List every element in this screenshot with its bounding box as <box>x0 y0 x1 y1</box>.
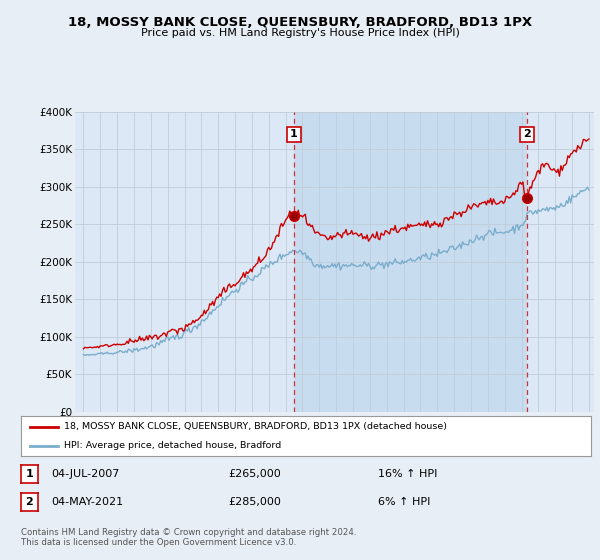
Text: £265,000: £265,000 <box>228 469 281 479</box>
Text: 04-MAY-2021: 04-MAY-2021 <box>51 497 123 507</box>
Text: £285,000: £285,000 <box>228 497 281 507</box>
Text: HPI: Average price, detached house, Bradford: HPI: Average price, detached house, Brad… <box>64 441 281 450</box>
Text: 04-JUL-2007: 04-JUL-2007 <box>51 469 119 479</box>
Text: 16% ↑ HPI: 16% ↑ HPI <box>378 469 437 479</box>
Bar <box>294 112 527 412</box>
Text: 18, MOSSY BANK CLOSE, QUEENSBURY, BRADFORD, BD13 1PX (detached house): 18, MOSSY BANK CLOSE, QUEENSBURY, BRADFO… <box>64 422 447 431</box>
Text: Contains HM Land Registry data © Crown copyright and database right 2024.: Contains HM Land Registry data © Crown c… <box>21 528 356 537</box>
Text: 2: 2 <box>26 497 33 507</box>
Text: This data is licensed under the Open Government Licence v3.0.: This data is licensed under the Open Gov… <box>21 538 296 547</box>
Text: 1: 1 <box>26 469 33 479</box>
Text: 6% ↑ HPI: 6% ↑ HPI <box>378 497 430 507</box>
Text: Price paid vs. HM Land Registry's House Price Index (HPI): Price paid vs. HM Land Registry's House … <box>140 28 460 38</box>
Text: 1: 1 <box>290 129 298 139</box>
Text: 18, MOSSY BANK CLOSE, QUEENSBURY, BRADFORD, BD13 1PX: 18, MOSSY BANK CLOSE, QUEENSBURY, BRADFO… <box>68 16 532 29</box>
Text: 2: 2 <box>523 129 531 139</box>
